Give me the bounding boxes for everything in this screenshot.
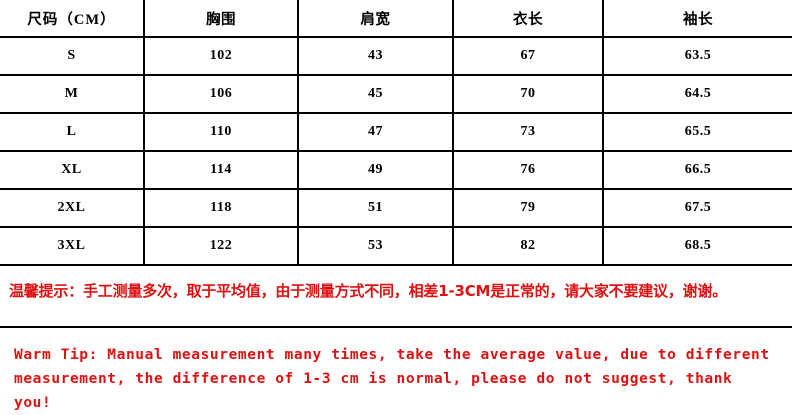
cell-sleeve: 68.5 [603,227,792,266]
cell-sleeve: 67.5 [603,189,792,228]
table-row: 3XL 122 53 82 68.5 [0,227,792,266]
table-row: 2XL 118 51 79 67.5 [0,189,792,228]
cell-bust: 110 [144,113,299,152]
warm-tip-english: Warm Tip: Manual measurement many times,… [14,343,778,415]
cell-size: M [0,75,145,114]
cell-length: 79 [453,189,604,228]
table-row: M 106 45 70 64.5 [0,75,792,114]
column-header-size: 尺码（CM） [0,0,145,38]
cell-bust: 118 [144,189,299,228]
cell-bust: 106 [144,75,299,114]
cell-size: 3XL [0,227,145,266]
cell-sleeve: 64.5 [603,75,792,114]
cell-bust: 114 [144,151,299,190]
cell-shoulder: 49 [298,151,454,190]
cell-length: 70 [453,75,604,114]
column-header-shoulder: 肩宽 [298,0,454,38]
cell-shoulder: 47 [298,113,454,152]
table-row: S 102 43 67 63.5 [0,37,792,76]
column-header-length: 衣长 [453,0,604,38]
warm-tip-english-line1: Warm Tip: Manual measurement many times,… [14,347,770,363]
cell-shoulder: 45 [298,75,454,114]
column-header-bust: 胸围 [144,0,299,38]
warm-tip-english-line2: measurement, the difference of 1-3 cm is… [14,371,733,411]
cell-size: 2XL [0,189,145,228]
cell-length: 76 [453,151,604,190]
cell-shoulder: 51 [298,189,454,228]
table-header-row: 尺码（CM） 胸围 肩宽 衣长 袖长 [0,0,792,38]
cell-length: 67 [453,37,604,76]
warm-tip-chinese: 温馨提示：手工测量多次，取于平均值，由于测量方式不同，相差1-3CM是正常的，请… [9,282,728,300]
size-chart-table: 尺码（CM） 胸围 肩宽 衣长 袖长 S 102 43 67 63.5 M 10… [0,0,792,266]
section-divider [0,326,792,328]
table-row: L 110 47 73 65.5 [0,113,792,152]
cell-shoulder: 43 [298,37,454,76]
cell-shoulder: 53 [298,227,454,266]
cell-sleeve: 63.5 [603,37,792,76]
table-row: XL 114 49 76 66.5 [0,151,792,190]
cell-sleeve: 65.5 [603,113,792,152]
cell-size: S [0,37,145,76]
cell-sleeve: 66.5 [603,151,792,190]
cell-length: 73 [453,113,604,152]
cell-length: 82 [453,227,604,266]
cell-size: L [0,113,145,152]
cell-bust: 122 [144,227,299,266]
column-header-sleeve: 袖长 [603,0,792,38]
cell-bust: 102 [144,37,299,76]
cell-size: XL [0,151,145,190]
